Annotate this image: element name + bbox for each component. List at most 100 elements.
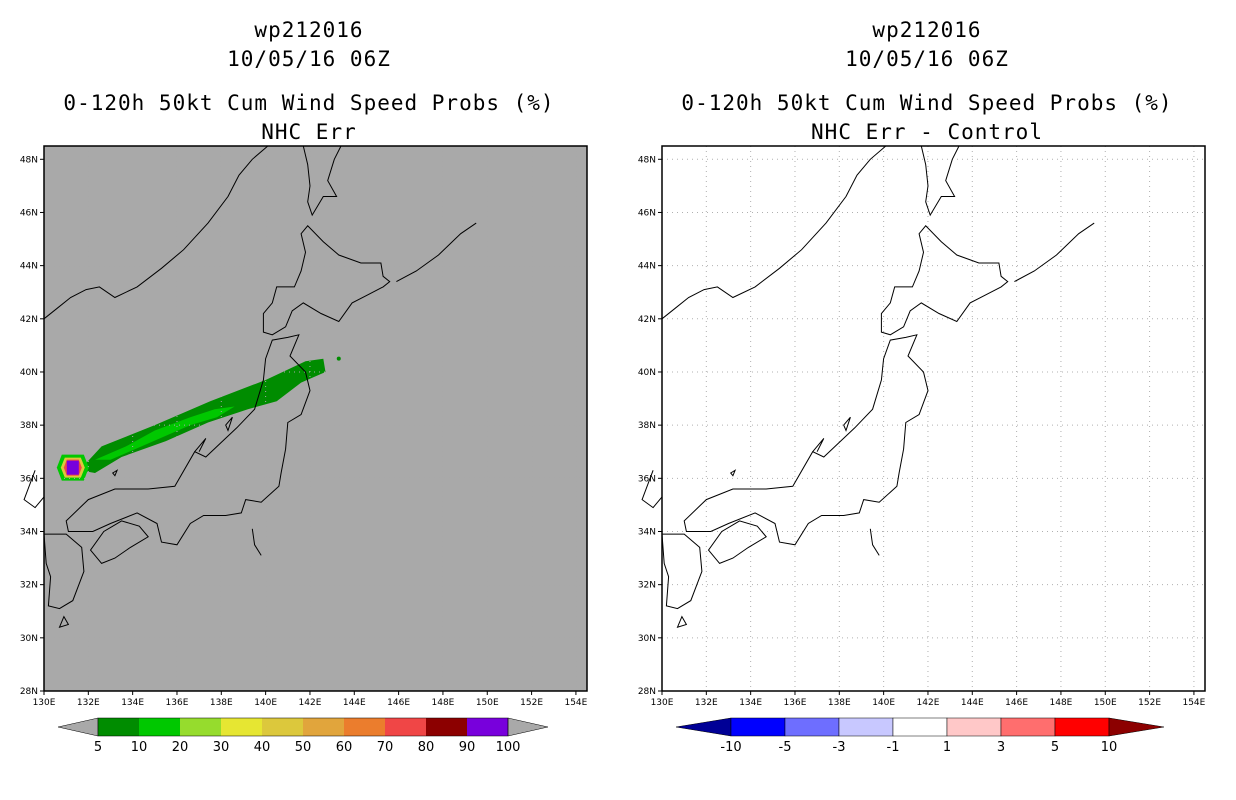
- colorbar-segment: [1054, 717, 1110, 737]
- colorbar-label: 90: [459, 740, 476, 755]
- lat-tick-label: 36N: [638, 474, 656, 484]
- colorbar: -10 -5 -3 -1 1 3 5 10: [675, 717, 1165, 755]
- coastline-tanega: [676, 615, 688, 628]
- prob-contour-10: [95, 406, 235, 460]
- coastline-kyushu: [43, 533, 85, 610]
- map-background: [44, 146, 587, 691]
- chart-title: 0-120h 50kt Cum Wind Speed Probs (%): [681, 91, 1173, 115]
- colorbar-label: 80: [418, 740, 435, 755]
- coastline-kyushu: [661, 533, 703, 610]
- lon-tick-label: 154E: [1182, 698, 1205, 708]
- coastline-mainland: [43, 145, 269, 320]
- coastline-oki: [729, 469, 737, 477]
- lat-tick-label: 38N: [20, 421, 38, 431]
- colorbar-label: 60: [336, 740, 353, 755]
- map-frame: [43, 145, 588, 692]
- colorbar-label: 10: [131, 740, 148, 755]
- lon-tick-label: 138E: [828, 698, 851, 708]
- coastline-kurils: [396, 222, 477, 283]
- colorbar-segment: [1000, 717, 1056, 737]
- colorbar-segment: [98, 718, 139, 736]
- lon-tick-label: 130E: [33, 698, 56, 708]
- colorbar-label: 5: [1051, 740, 1059, 755]
- colorbar-segment: [784, 717, 840, 737]
- chart-title: 0-120h 50kt Cum Wind Speed Probs (%): [63, 91, 555, 115]
- colorbar-label: 100: [496, 740, 521, 755]
- lat-tick-label: 48N: [20, 155, 38, 165]
- colorbar-segment: [303, 718, 344, 736]
- lat-tick-label: 30N: [638, 634, 656, 644]
- difference-colorbar: -10 -5 -3 -1 1 3 5 10: [675, 717, 1165, 755]
- lon-tick-label: 142E: [917, 698, 940, 708]
- lat-tick-label: 40N: [20, 368, 38, 378]
- colorbar-low-arrow: [57, 717, 99, 737]
- colorbar-label: 70: [377, 740, 394, 755]
- coastline-sakhalin: [302, 145, 342, 217]
- lon-tick-label: 154E: [564, 698, 587, 708]
- coastline-oki: [111, 469, 119, 477]
- coastlines: [23, 145, 477, 628]
- lon-tick-label: 152E: [1138, 698, 1161, 708]
- coastline-korea: [641, 470, 663, 509]
- colorbar-segment: [892, 717, 948, 737]
- coastline-izu: [869, 528, 880, 556]
- lon-tick-label: 136E: [784, 698, 807, 708]
- lon-tick-label: 150E: [1094, 698, 1117, 708]
- right-panel: wp212016 10/05/16 06Z 0-120h 50kt Cum Wi…: [618, 0, 1236, 800]
- colorbar-label: 1: [943, 740, 951, 755]
- map-background: [662, 146, 1205, 691]
- coastline-noto: [812, 438, 825, 453]
- lon-tick-label: 140E: [872, 698, 895, 708]
- colorbar-segment: [730, 717, 786, 737]
- colorbar-label: -1: [887, 740, 900, 755]
- probability-colorbar: 5 10 20 30 40 50 60 70 80 90 100: [57, 717, 549, 755]
- lon-tick-label: 140E: [254, 698, 277, 708]
- colorbar-label: -5: [779, 740, 792, 755]
- lat-tick-label: 36N: [20, 474, 38, 484]
- lat-tick-label: 28N: [638, 687, 656, 697]
- lat-tick-label: 34N: [638, 527, 656, 537]
- colorbar-segment: [838, 717, 894, 737]
- colorbar-label: 3: [997, 740, 1005, 755]
- lon-tick-label: 136E: [166, 698, 189, 708]
- storm-id: wp212016: [254, 18, 364, 42]
- lat-tick-label: 40N: [638, 368, 656, 378]
- coastline-honshu: [683, 334, 929, 546]
- lon-tick-label: 146E: [387, 698, 410, 708]
- lat-tick-label: 46N: [20, 208, 38, 218]
- coastline-noto: [194, 438, 207, 453]
- coastline-tanega: [58, 615, 70, 628]
- coastline-sado: [225, 416, 233, 432]
- datetime: 10/05/16 06Z: [227, 47, 391, 71]
- colorbar-label: 20: [172, 740, 189, 755]
- left-panel: wp212016 10/05/16 06Z 0-120h 50kt Cum Wi…: [20, 18, 588, 755]
- colorbar: 5 10 20 30 40 50 60 70 80 90 100: [57, 717, 549, 755]
- lat-tick-label: 28N: [20, 687, 38, 697]
- lat-tick-label: 44N: [638, 262, 656, 272]
- lon-tick-label: 148E: [1050, 698, 1073, 708]
- coastlines: [641, 145, 1095, 628]
- colorbar-segment: [139, 718, 180, 736]
- map-grid: [662, 146, 1205, 691]
- lat-tick-label: 32N: [638, 581, 656, 591]
- colorbar-segment: [426, 718, 467, 736]
- colorbar-segment: [946, 717, 1002, 737]
- coastline-korea: [23, 470, 45, 509]
- lon-tick-label: 142E: [299, 698, 322, 708]
- lat-tick-label: 46N: [638, 208, 656, 218]
- colorbar-segment: [262, 718, 303, 736]
- coastline-sakhalin: [920, 145, 960, 217]
- colorbar-segment: [180, 718, 221, 736]
- colorbar-segment: [385, 718, 426, 736]
- colorbar-label: -10: [720, 740, 741, 755]
- lat-tick-label: 42N: [638, 315, 656, 325]
- coastline-shikoku: [707, 520, 767, 564]
- lat-tick-label: 38N: [638, 421, 656, 431]
- coastline-mainland: [661, 145, 887, 320]
- lon-tick-label: 130E: [651, 698, 674, 708]
- colorbar-segment: [221, 718, 262, 736]
- colorbar-segment: [467, 718, 508, 736]
- lat-tick-label: 34N: [20, 527, 38, 537]
- colorbar-label: 30: [213, 740, 230, 755]
